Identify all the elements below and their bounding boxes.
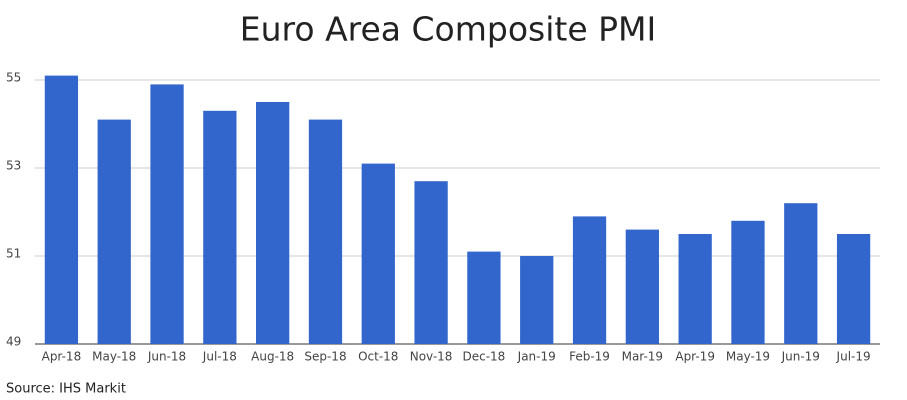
bar bbox=[203, 110, 237, 344]
x-tick-label: Apr-19 bbox=[675, 350, 715, 364]
bar bbox=[467, 251, 501, 344]
x-tick-label: Apr-18 bbox=[42, 350, 82, 364]
x-tick-label: Nov-18 bbox=[410, 350, 453, 364]
y-tick-label: 51 bbox=[6, 247, 21, 261]
chart-title: Euro Area Composite PMI bbox=[240, 10, 656, 49]
source-note: Source: IHS Markit bbox=[6, 382, 126, 397]
x-tick-label: Jun-19 bbox=[781, 350, 820, 364]
bar bbox=[97, 119, 131, 344]
bar bbox=[150, 84, 184, 345]
x-tick-label: May-18 bbox=[92, 350, 136, 364]
x-tick-label: Feb-19 bbox=[569, 350, 610, 364]
bar bbox=[625, 229, 659, 344]
bar bbox=[572, 216, 607, 344]
x-tick-label: Jan-19 bbox=[517, 350, 556, 364]
bar bbox=[44, 75, 79, 344]
bar bbox=[678, 234, 712, 344]
x-tick-label: Aug-18 bbox=[251, 350, 294, 364]
bar bbox=[784, 203, 818, 344]
bar bbox=[731, 220, 765, 344]
x-tick-label: Jun-18 bbox=[147, 350, 186, 364]
bar bbox=[256, 102, 290, 344]
x-tick-label: Oct-18 bbox=[358, 350, 398, 364]
x-tick-label: Sep-18 bbox=[304, 350, 346, 364]
x-tick-label: Jul-19 bbox=[836, 350, 871, 364]
bar bbox=[836, 234, 871, 344]
y-tick-label: 53 bbox=[6, 159, 21, 173]
bar bbox=[520, 256, 554, 344]
y-tick-label: 49 bbox=[6, 335, 21, 349]
bar bbox=[414, 181, 448, 344]
bar bbox=[308, 119, 343, 344]
x-tick-label: Jul-18 bbox=[202, 350, 237, 364]
x-tick-label: May-19 bbox=[726, 350, 770, 364]
y-tick-label: 55 bbox=[6, 71, 21, 85]
bar bbox=[361, 163, 395, 344]
x-tick-label: Mar-19 bbox=[622, 350, 663, 364]
x-tick-label: Dec-18 bbox=[462, 350, 505, 364]
